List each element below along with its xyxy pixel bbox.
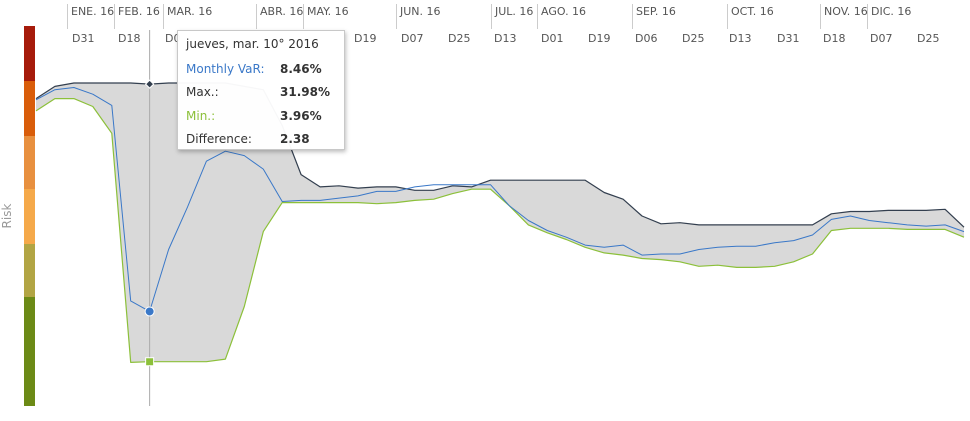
month-label: ABR. 16 xyxy=(260,5,303,18)
risk-band xyxy=(24,244,35,297)
week-label: D13 xyxy=(494,32,516,45)
month-label: FEB. 16 xyxy=(118,5,160,18)
month-label: MAR. 16 xyxy=(167,5,212,18)
risk-band xyxy=(24,136,35,189)
month-label: JUN. 16 xyxy=(399,5,441,18)
month-label: DIC. 16 xyxy=(871,5,911,18)
tooltip-value: 3.96% xyxy=(280,108,322,123)
risk-band xyxy=(24,297,35,406)
month-axis: ENE. 16 FEB. 16 MAR. 16 ABR. 16 MAY. 16 JUN. … xyxy=(67,4,911,29)
tooltip-label: Min.: xyxy=(186,108,216,123)
week-label: D25 xyxy=(448,32,470,45)
risk-color-scale xyxy=(24,26,35,406)
tooltip-row-max: Max.: 31.98% xyxy=(186,81,336,105)
month-label: NOV. 16 xyxy=(824,5,868,18)
min-marker xyxy=(145,357,155,367)
tooltip-value: 2.38 xyxy=(280,132,310,147)
tooltip: jueves, mar. 10° 2016 Monthly VaR: 8.46%… xyxy=(177,30,345,150)
series-var-line xyxy=(35,87,965,312)
y-axis-label: Risk xyxy=(0,204,14,229)
week-label: D0 xyxy=(165,32,180,45)
risk-band xyxy=(24,26,35,81)
range-area xyxy=(36,83,964,363)
tooltip-value: 8.46% xyxy=(280,61,322,76)
tooltip-label: Max.: xyxy=(186,85,219,100)
tooltip-label: Difference: xyxy=(186,132,252,147)
week-label: D25 xyxy=(917,32,939,45)
month-label: MAY. 16 xyxy=(307,5,349,18)
risk-band xyxy=(24,81,35,136)
tooltip-label: Monthly VaR: xyxy=(186,61,265,76)
tooltip-row-var: Monthly VaR: 8.46% xyxy=(186,57,336,81)
week-label: D07 xyxy=(401,32,423,45)
month-label: AGO. 16 xyxy=(541,5,586,18)
tooltip-row-difference: Difference: 2.38 xyxy=(186,128,336,152)
week-axis: D31 D18 D0 D19 D07 D25 D13 D01 D19 D06 D25 D13 D31 D1… xyxy=(72,32,939,45)
month-label: SEP. 16 xyxy=(636,5,676,18)
month-label: OCT. 16 xyxy=(731,5,774,18)
week-label: D25 xyxy=(682,32,704,45)
week-label: D19 xyxy=(354,32,376,45)
week-label: D19 xyxy=(588,32,610,45)
week-label: D31 xyxy=(72,32,94,45)
week-label: D07 xyxy=(870,32,892,45)
week-label: D18 xyxy=(118,32,140,45)
week-label: D18 xyxy=(823,32,845,45)
week-label: D13 xyxy=(729,32,751,45)
var-marker xyxy=(144,306,155,317)
tooltip-row-min: Min.: 3.96% xyxy=(186,104,336,128)
week-label: D06 xyxy=(635,32,657,45)
series-min-line xyxy=(35,98,965,363)
week-label: D01 xyxy=(541,32,563,45)
tooltip-value: 31.98% xyxy=(280,85,330,100)
month-label: JUL. 16 xyxy=(494,5,533,18)
month-label: ENE. 16 xyxy=(71,5,114,18)
plot-area xyxy=(35,82,965,363)
crosshair xyxy=(144,30,155,406)
risk-band xyxy=(24,189,35,244)
tooltip-date: jueves, mar. 10° 2016 xyxy=(186,37,319,51)
max-marker xyxy=(144,79,155,89)
week-label: D31 xyxy=(777,32,799,45)
